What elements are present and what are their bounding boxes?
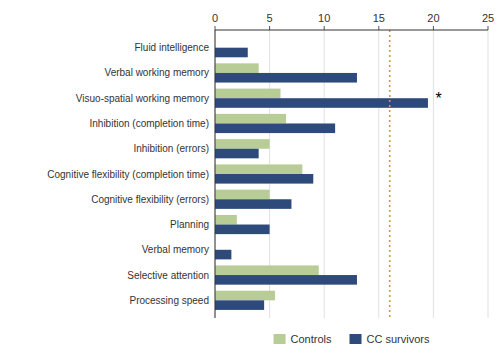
- bar: [215, 63, 259, 73]
- tick-label: 5: [267, 12, 273, 24]
- tick-label: 10: [318, 12, 330, 24]
- category-label: Selective attention: [127, 270, 209, 281]
- category-label: Fluid intelligence: [135, 42, 210, 53]
- tick-mark: [488, 26, 489, 30]
- bar: [215, 73, 357, 83]
- chart-container: 0 5 10 15 20 25 Processing speed Selective atte…: [0, 0, 500, 359]
- grid-line: [378, 30, 379, 318]
- grid-line: [433, 30, 434, 318]
- tick-mark: [433, 26, 434, 30]
- bar: [215, 164, 302, 174]
- bar: [215, 215, 237, 225]
- legend-label: Controls: [291, 333, 332, 345]
- bar: [215, 291, 275, 301]
- bar: [215, 174, 313, 184]
- cutoff-line: [389, 30, 391, 318]
- tick-label: 0: [212, 12, 218, 24]
- category-label: Inhibition (completion time): [90, 118, 210, 129]
- bar: [215, 114, 286, 124]
- category-label: Planning: [170, 219, 209, 230]
- category-label: Verbal memory: [142, 244, 209, 255]
- legend-item: CC survivors: [350, 333, 430, 345]
- annotation: *: [436, 90, 442, 107]
- bar: [215, 265, 319, 275]
- bar: [215, 225, 270, 235]
- category-label: Processing speed: [130, 295, 210, 306]
- bar: [215, 139, 270, 149]
- bar: [215, 199, 291, 209]
- tick-label: 25: [482, 12, 494, 24]
- legend-swatch: [274, 334, 286, 344]
- bar: [215, 48, 248, 58]
- category-label: Inhibition (errors): [133, 143, 209, 154]
- bar: [215, 89, 281, 99]
- tick-label: 20: [427, 12, 439, 24]
- bar: [215, 149, 259, 159]
- legend-item: Controls: [274, 333, 332, 345]
- grid-line: [215, 30, 216, 318]
- legend-swatch: [350, 334, 362, 344]
- legend-label: CC survivors: [367, 333, 430, 345]
- legend: Controls CC survivors: [274, 333, 430, 345]
- grid: [215, 30, 488, 318]
- bar: [215, 300, 264, 310]
- category-label: Cognitive flexibility (errors): [91, 194, 209, 205]
- category-label: Visuo-spatial working memory: [76, 93, 209, 104]
- tick-mark: [215, 26, 216, 30]
- category-label: Verbal working memory: [105, 67, 209, 78]
- bars: [215, 48, 428, 310]
- bar: [215, 275, 357, 285]
- bar: [215, 98, 428, 108]
- bar: [215, 123, 335, 133]
- tick-mark: [378, 26, 379, 30]
- chart: 0 5 10 15 20 25 Processing speed Selective atte…: [0, 0, 500, 359]
- tick-mark: [324, 26, 325, 30]
- x-axis: [215, 30, 488, 31]
- y-axis: [215, 30, 216, 318]
- bar: [215, 250, 231, 260]
- tick-label: 15: [373, 12, 385, 24]
- bar: [215, 190, 270, 200]
- grid-line: [488, 30, 489, 318]
- category-label: Cognitive flexibility (completion time): [47, 169, 209, 180]
- tick-mark: [269, 26, 270, 30]
